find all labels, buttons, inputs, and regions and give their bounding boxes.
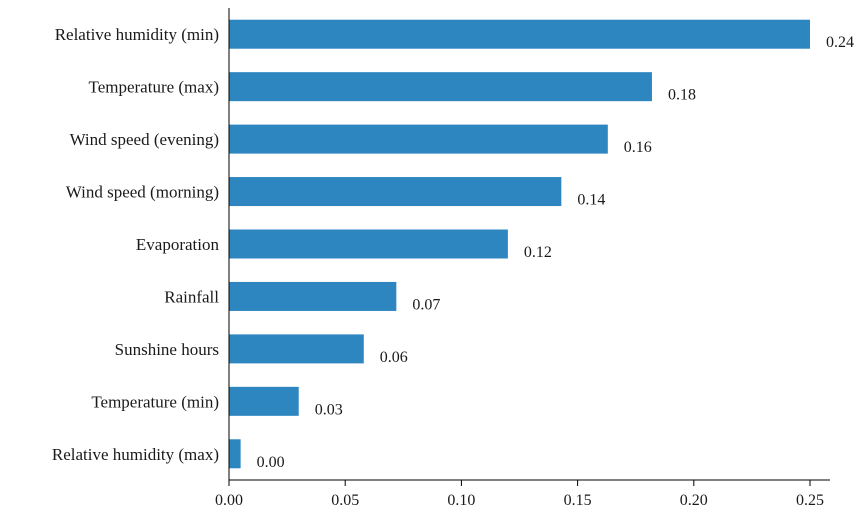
category-label: Relative humidity (max) xyxy=(52,445,219,464)
bar xyxy=(229,281,397,311)
value-label: 0.06 xyxy=(380,349,408,366)
value-label: 0.16 xyxy=(624,139,652,156)
category-label: Temperature (min) xyxy=(91,392,219,411)
x-tick-label: 0.00 xyxy=(215,492,243,509)
bar xyxy=(229,229,508,259)
value-label: 0.12 xyxy=(524,244,552,261)
bar xyxy=(229,386,299,416)
bar xyxy=(229,72,652,102)
value-label: 0.14 xyxy=(577,192,605,209)
value-label: 0.18 xyxy=(668,87,696,104)
bar xyxy=(229,439,241,469)
category-label: Evaporation xyxy=(136,235,220,254)
value-labels-group: 0.24 0.18 0.16 0.14 0.12 0.07 0.06 0.03 0.00 xyxy=(257,34,854,471)
bar xyxy=(229,124,608,154)
bar xyxy=(229,334,364,364)
x-tick-label: 0.10 xyxy=(447,492,475,509)
bar xyxy=(229,177,562,207)
category-label: Wind speed (morning) xyxy=(66,183,219,202)
category-label: Relative humidity (min) xyxy=(55,25,219,44)
value-label: 0.03 xyxy=(315,401,343,418)
x-tick-label: 0.25 xyxy=(796,492,824,509)
bar xyxy=(229,19,810,49)
bars-group xyxy=(229,19,810,469)
value-label: 0.24 xyxy=(826,34,854,51)
category-labels-group: Relative humidity (min) Temperature (max)… xyxy=(52,25,220,464)
category-label: Wind speed (evening) xyxy=(70,130,219,149)
category-label: Sunshine hours xyxy=(115,340,219,359)
x-tick-label: 0.05 xyxy=(331,492,359,509)
category-label: Temperature (max) xyxy=(89,78,220,97)
x-tick-label: 0.15 xyxy=(564,492,592,509)
value-label: 0.07 xyxy=(412,296,440,313)
value-label: 0.00 xyxy=(257,454,285,471)
x-tick-label: 0.20 xyxy=(680,492,708,509)
category-label: Rainfall xyxy=(164,287,219,306)
x-ticks-group: 0.00 0.05 0.10 0.15 0.20 0.25 xyxy=(215,480,824,509)
